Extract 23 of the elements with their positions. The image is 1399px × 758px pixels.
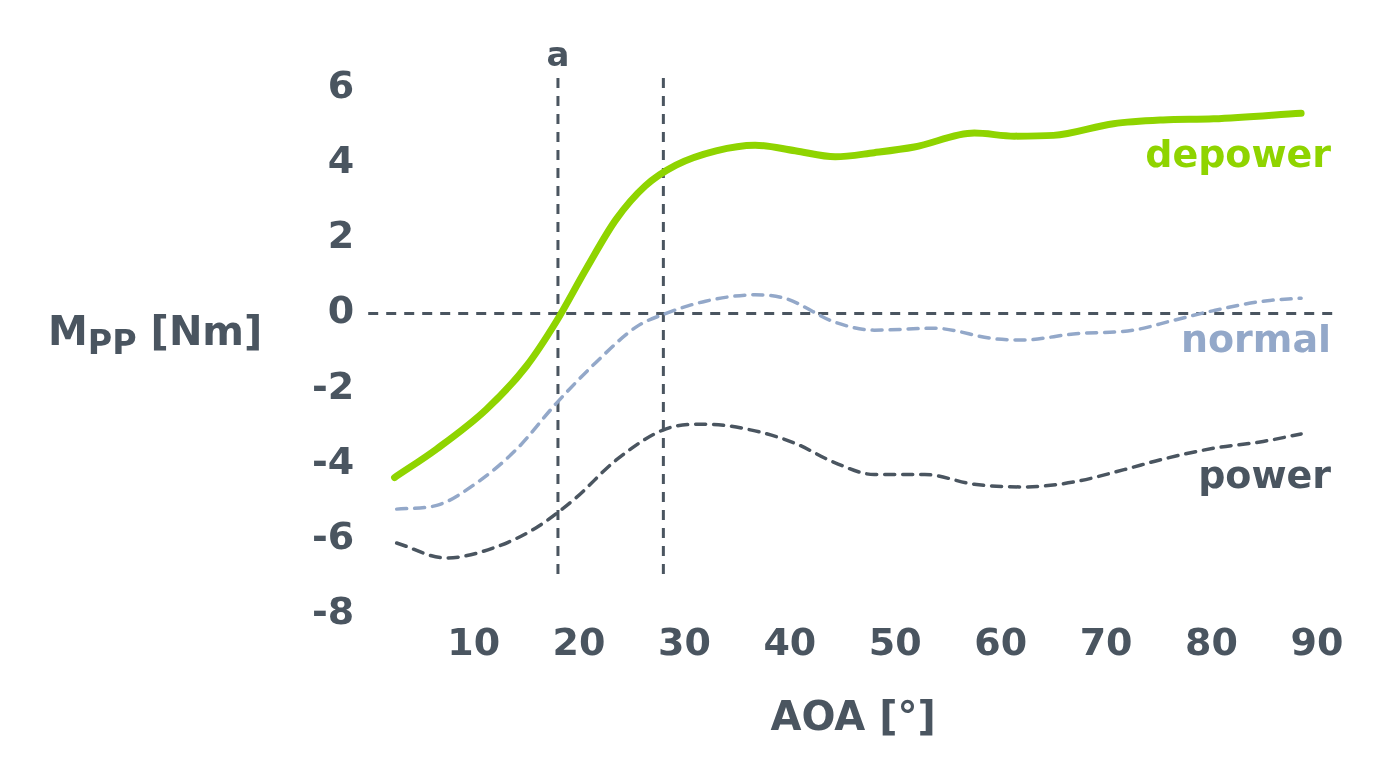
- y-tick-label: -6: [311, 514, 355, 559]
- ref-line-label: a: [546, 33, 570, 74]
- y-axis-title: M$_{PP}$ [Nm]: [48, 308, 263, 362]
- y-tick-label: 6: [327, 62, 355, 107]
- y-tick-label: -4: [311, 438, 355, 483]
- x-tick-label: 20: [552, 620, 606, 665]
- y-tick-label: 0: [327, 288, 355, 333]
- y-tick-label: 2: [327, 213, 355, 258]
- x-tick-label: 40: [763, 620, 817, 665]
- series-label: depower: [1145, 132, 1332, 177]
- y-tick-label: 4: [327, 138, 355, 183]
- x-axis-title: AOA [°]: [770, 693, 936, 740]
- x-tick-label: 80: [1185, 620, 1238, 665]
- x-tick-label: 30: [658, 620, 711, 665]
- y-tick-label: -8: [311, 589, 355, 634]
- y-tick-label: -2: [311, 363, 355, 408]
- series-label: normal: [1180, 317, 1332, 362]
- x-tick-label: 10: [447, 620, 501, 665]
- x-tick-label: 90: [1290, 620, 1344, 665]
- series-label: power: [1198, 452, 1332, 497]
- x-tick-label: 70: [1079, 620, 1133, 665]
- x-tick-label: 50: [868, 620, 922, 665]
- x-tick-label: 60: [974, 620, 1028, 665]
